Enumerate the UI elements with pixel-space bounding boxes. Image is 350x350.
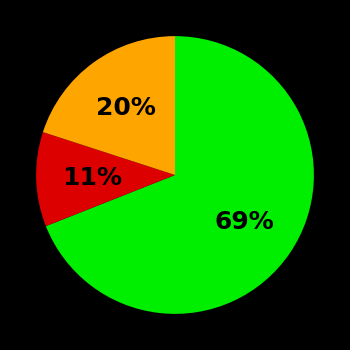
Text: 20%: 20% — [96, 96, 156, 120]
Wedge shape — [43, 36, 175, 175]
Wedge shape — [46, 36, 314, 314]
Text: 11%: 11% — [62, 166, 122, 190]
Text: 69%: 69% — [214, 210, 274, 234]
Wedge shape — [36, 132, 175, 226]
